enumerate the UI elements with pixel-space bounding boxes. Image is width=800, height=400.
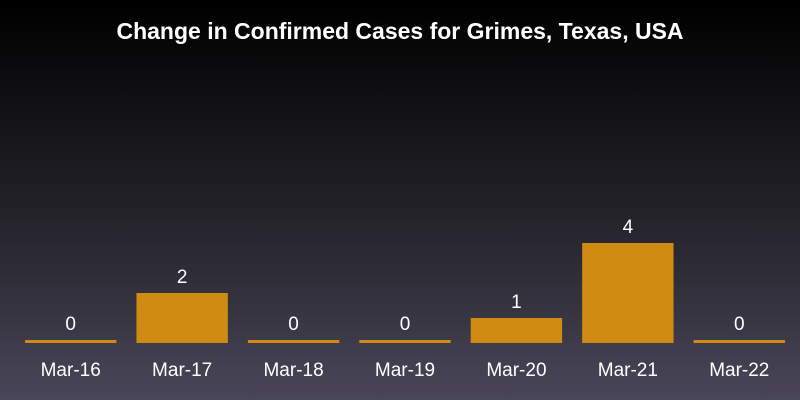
chart-title: Change in Confirmed Cases for Grimes, Te… xyxy=(116,18,684,44)
bar-mar-19 xyxy=(359,340,451,343)
bar-mar-21 xyxy=(582,243,674,343)
bar-mar-16 xyxy=(25,340,117,343)
data-label-mar-20: 1 xyxy=(511,292,522,313)
bar-mar-18 xyxy=(247,340,340,343)
data-label-mar-16: 0 xyxy=(65,314,76,335)
data-label-mar-21: 4 xyxy=(623,217,634,238)
x-tick-label-mar-17: Mar-17 xyxy=(152,360,212,381)
x-tick-label-mar-16: Mar-16 xyxy=(41,360,101,381)
x-tick-label-mar-22: Mar-22 xyxy=(709,360,769,381)
data-label-mar-18: 0 xyxy=(288,314,299,335)
x-axis-tick-labels: Mar-16 Mar-17 Mar-18 Mar-19 Mar-20 Mar-21 Mar-… xyxy=(41,360,770,381)
data-label-mar-17: 2 xyxy=(177,267,188,288)
x-tick-label-mar-18: Mar-18 xyxy=(263,360,323,381)
bars-group xyxy=(25,243,785,343)
bar-mar-17 xyxy=(136,293,228,343)
bar-mar-22 xyxy=(693,340,785,343)
data-label-mar-22: 0 xyxy=(734,314,745,335)
x-tick-label-mar-21: Mar-21 xyxy=(598,360,658,381)
x-tick-label-mar-20: Mar-20 xyxy=(486,360,546,381)
data-label-mar-19: 0 xyxy=(400,314,411,335)
x-tick-label-mar-19: Mar-19 xyxy=(375,360,435,381)
bar-mar-20 xyxy=(470,318,563,343)
value-labels-group: 0 2 0 0 1 4 0 xyxy=(65,217,744,335)
